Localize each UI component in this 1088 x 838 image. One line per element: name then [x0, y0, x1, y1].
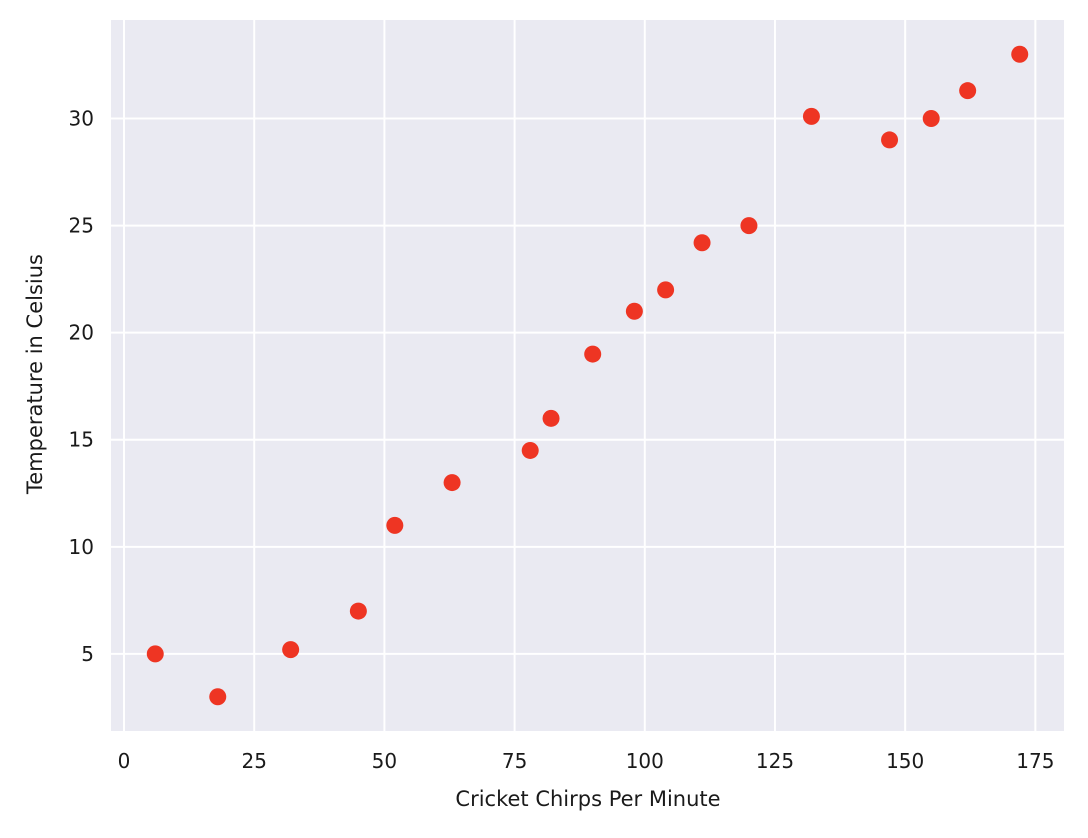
x-gridlines [123, 20, 1037, 731]
scatter-point [521, 441, 539, 459]
scatter-point [542, 409, 560, 427]
y-tick-label: 25 [69, 214, 94, 238]
x-tick-label: 100 [626, 749, 664, 773]
scatter-point [693, 234, 711, 252]
y-axis-label: Temperature in Celsius [23, 254, 47, 495]
scatter-point [443, 474, 461, 492]
x-tick-label: 50 [372, 749, 397, 773]
x-tick-label: 150 [886, 749, 924, 773]
x-tick-label: 75 [502, 749, 527, 773]
scatter-point [922, 110, 940, 128]
scatter-point [657, 281, 675, 299]
scatter-point [349, 602, 367, 620]
y-tick-labels: 5 10 15 20 25 30 [69, 107, 94, 666]
scatter-point [802, 107, 820, 125]
y-gridlines [111, 117, 1064, 655]
y-tick-label: 30 [69, 107, 94, 131]
x-tick-label: 175 [1016, 749, 1054, 773]
y-tick-label: 15 [69, 428, 94, 452]
x-tick-label: 25 [241, 749, 266, 773]
y-tick-label: 5 [81, 642, 94, 666]
x-axis-label: Cricket Chirps Per Minute [455, 787, 720, 811]
scatter-point [584, 345, 602, 363]
scatter-point [209, 688, 227, 706]
scatter-point [146, 645, 164, 663]
x-tick-label: 125 [756, 749, 794, 773]
scatter-point [881, 131, 899, 149]
scatter-point [625, 302, 643, 320]
x-tick-labels: 0 25 50 75 100 125 150 175 [118, 749, 1055, 773]
y-tick-label: 20 [69, 321, 94, 345]
x-tick-label: 0 [118, 749, 131, 773]
scatter-point [959, 82, 977, 100]
y-tick-label: 10 [69, 535, 94, 559]
scatter-point [386, 516, 404, 534]
scatter-point [1011, 45, 1029, 63]
scatter-point [740, 217, 758, 235]
scatter-point [282, 641, 300, 659]
data-points [146, 45, 1029, 706]
